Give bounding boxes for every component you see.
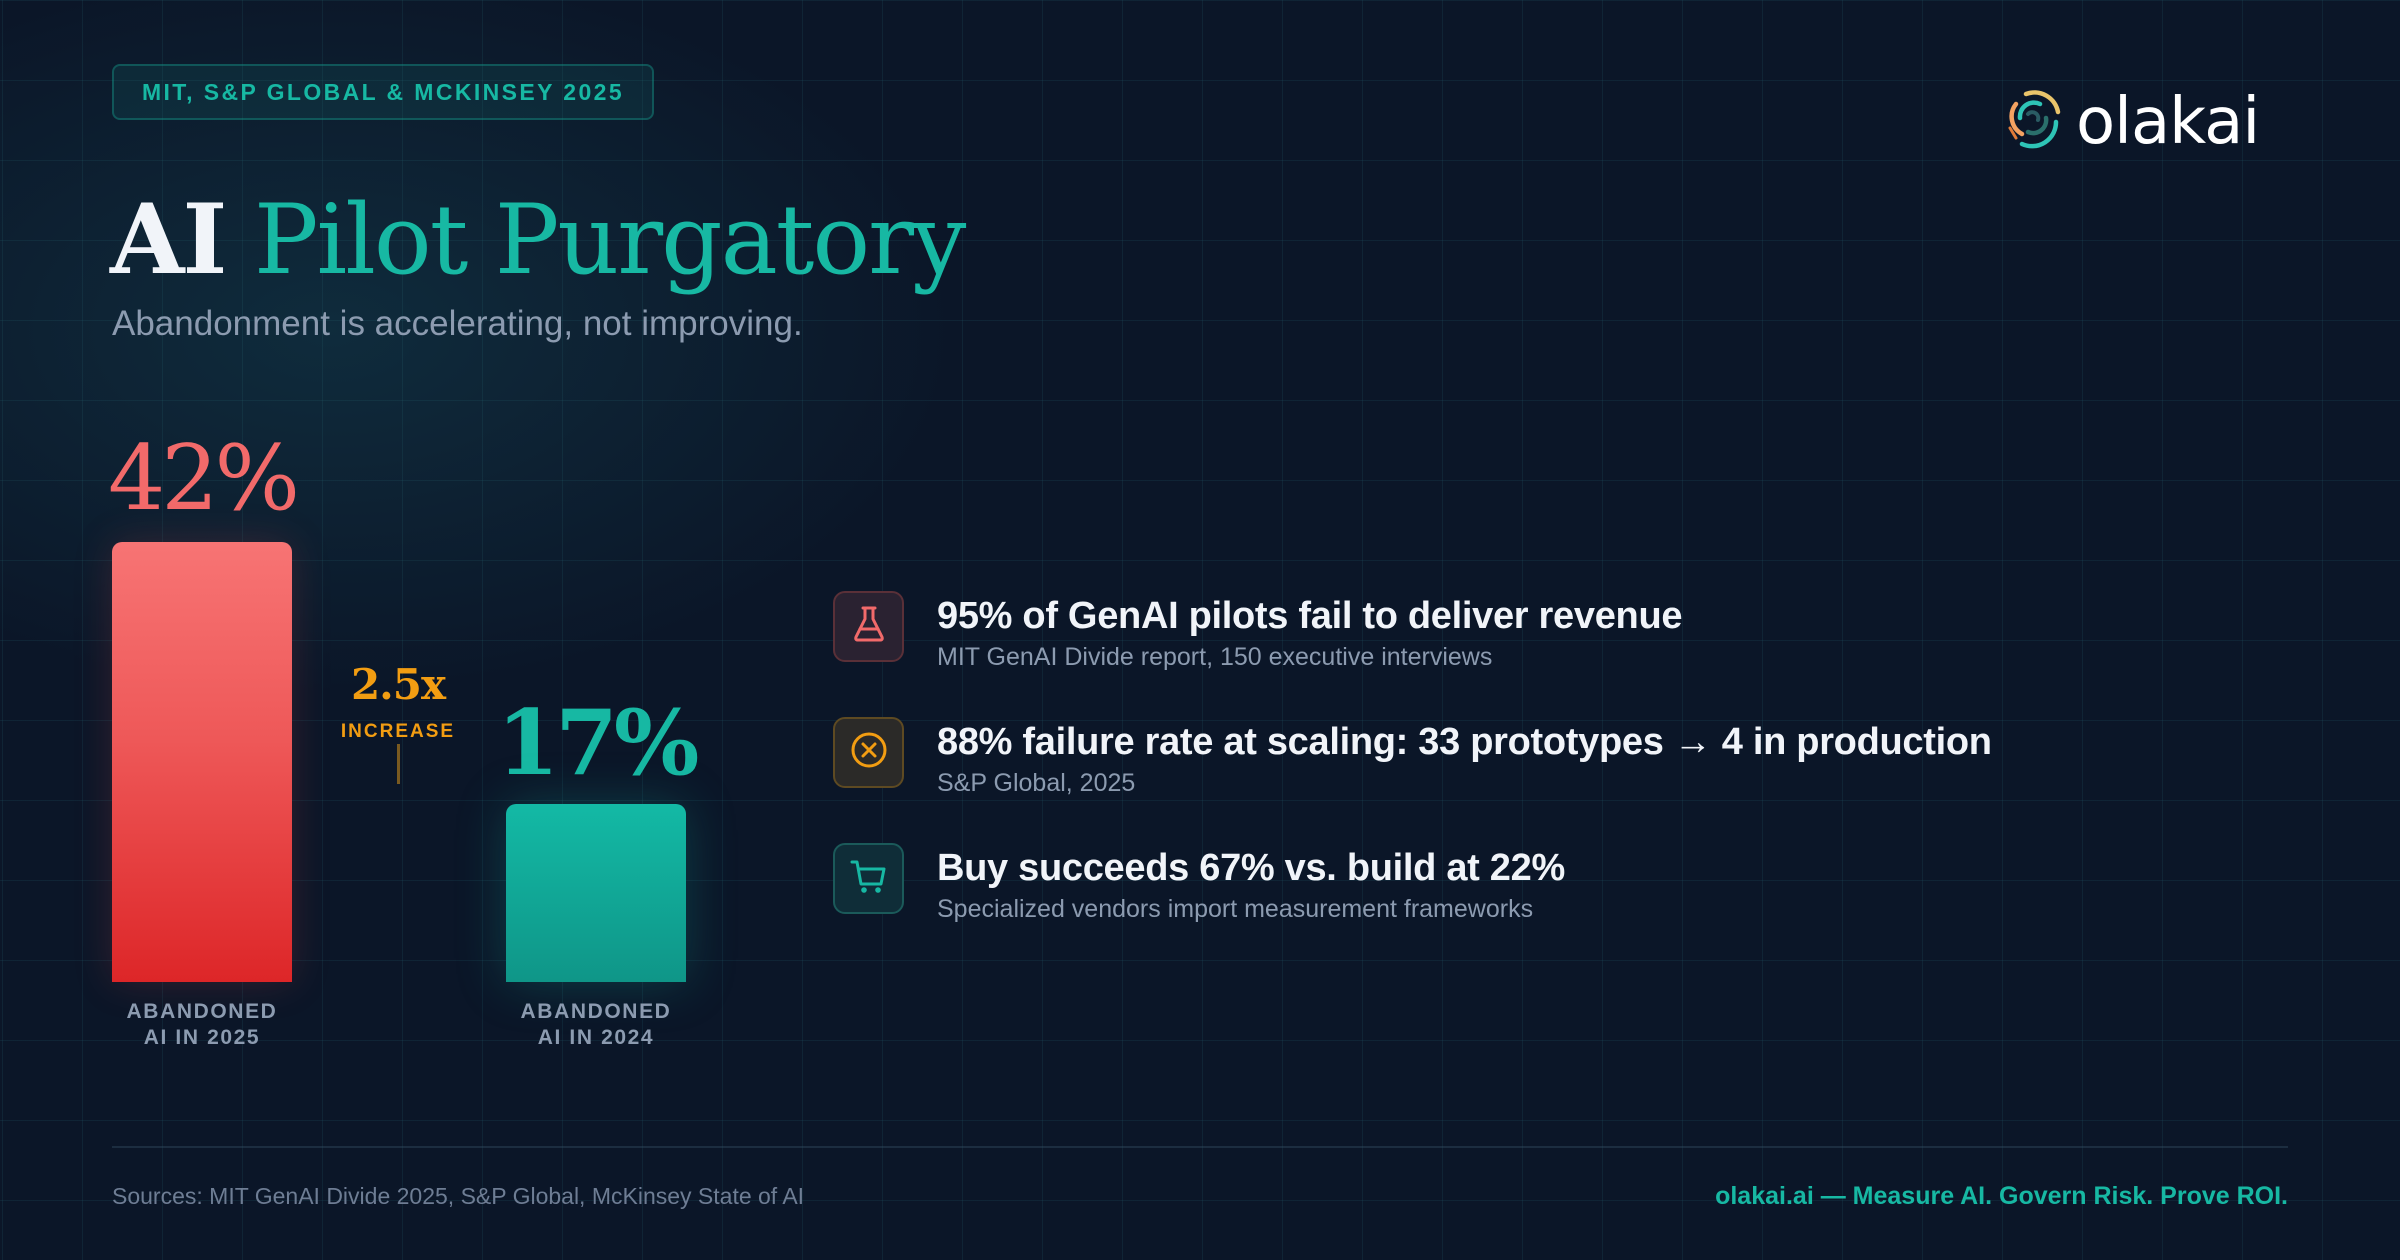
bar-label-2025-line2: AI IN 2025: [143, 1026, 261, 1049]
stat-headline: Buy succeeds 67% vs. build at 22%: [937, 847, 1565, 889]
source-badge: MIT, S&P GLOBAL & MCKINSEY 2025: [112, 64, 654, 120]
bar-label-2024: ABANDONED AI IN 2024: [486, 999, 706, 1051]
stat-headline: 95% of GenAI pilots fail to deliver reve…: [937, 595, 1683, 637]
bar-label-2025: ABANDONED AI IN 2025: [92, 999, 312, 1051]
stat-item: 88% failure rate at scaling: 33 prototyp…: [833, 717, 1992, 800]
cart-icon: [849, 857, 889, 900]
footer-divider: [112, 1146, 2288, 1148]
bar-value-2024: 17%: [496, 690, 700, 796]
stat-source: MIT GenAI Divide report, 150 executive i…: [937, 643, 1493, 671]
multiplier-value: 2.5x: [350, 660, 446, 709]
multiplier-connector: [397, 744, 400, 784]
bar-2024: [506, 804, 686, 982]
bar-label-2024-line2: AI IN 2024: [537, 1026, 655, 1049]
stat-item: 95% of GenAI pilots fail to deliver reve…: [833, 591, 1683, 674]
page-title: AI Pilot Purgatory: [110, 192, 966, 289]
stat-icon-box: [833, 843, 904, 914]
swirl-logo-icon: [2004, 88, 2062, 155]
multiplier-label: INCREASE: [340, 721, 456, 742]
flask-icon: [852, 605, 886, 648]
bar-value-2025: 42%: [107, 426, 300, 531]
stat-source: Specialized vendors import measurement f…: [937, 895, 1534, 923]
title-part-1: AI: [110, 183, 227, 296]
stat-icon-box: [833, 717, 904, 788]
footer-tagline: olakai.ai — Measure AI. Govern Risk. Pro…: [1715, 1182, 2288, 1210]
logo-text: olakai: [2076, 84, 2260, 159]
title-part-2: Pilot Purgatory: [253, 184, 966, 296]
bar-2025: [112, 542, 292, 982]
bar-label-2025-line1: ABANDONED: [126, 1000, 278, 1023]
page-subtitle: Abandonment is accelerating, not improvi…: [112, 304, 803, 343]
x-circle-icon: [850, 731, 888, 774]
stat-source: S&P Global, 2025: [937, 769, 1136, 797]
source-badge-label: MIT, S&P GLOBAL & MCKINSEY 2025: [141, 78, 625, 105]
bar-label-2024-line1: ABANDONED: [520, 1000, 672, 1023]
stat-item: Buy succeeds 67% vs. build at 22% Specia…: [833, 843, 1565, 926]
olakai-logo: olakai: [2004, 84, 2260, 159]
footer-sources: Sources: MIT GenAI Divide 2025, S&P Glob…: [112, 1183, 805, 1209]
stat-headline: 88% failure rate at scaling: 33 prototyp…: [937, 721, 1992, 763]
stat-icon-box: [833, 591, 904, 662]
